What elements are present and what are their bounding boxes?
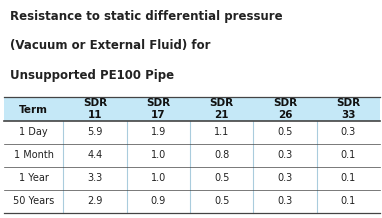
Text: 17: 17 — [151, 110, 166, 120]
Text: 0.3: 0.3 — [277, 173, 293, 183]
Text: (Vacuum or External Fluid) for: (Vacuum or External Fluid) for — [10, 39, 210, 52]
Text: 1 Day: 1 Day — [19, 127, 48, 137]
Text: 11: 11 — [88, 110, 102, 120]
Bar — [4, 97, 380, 121]
Text: Resistance to static differential pressure: Resistance to static differential pressu… — [10, 10, 282, 23]
Text: 0.3: 0.3 — [277, 196, 293, 206]
Text: 0.3: 0.3 — [277, 150, 293, 160]
Text: 21: 21 — [214, 110, 229, 120]
Text: 0.5: 0.5 — [277, 127, 293, 137]
Bar — [4, 144, 380, 167]
Text: 0.1: 0.1 — [341, 196, 356, 206]
Bar — [4, 167, 380, 190]
Text: 0.8: 0.8 — [214, 150, 229, 160]
Text: SDR: SDR — [146, 98, 170, 108]
Text: 1.0: 1.0 — [151, 173, 166, 183]
Text: Term: Term — [19, 106, 48, 116]
Text: 50 Years: 50 Years — [13, 196, 54, 206]
Text: 1.1: 1.1 — [214, 127, 229, 137]
Text: 1.9: 1.9 — [151, 127, 166, 137]
Bar — [4, 121, 380, 144]
Text: 33: 33 — [341, 110, 356, 120]
Bar — [4, 190, 380, 213]
Text: 26: 26 — [278, 110, 292, 120]
Text: 0.9: 0.9 — [151, 196, 166, 206]
Text: 5.9: 5.9 — [87, 127, 103, 137]
Text: SDR: SDR — [337, 98, 361, 108]
Text: 0.1: 0.1 — [341, 150, 356, 160]
Text: SDR: SDR — [83, 98, 107, 108]
Text: 0.5: 0.5 — [214, 196, 230, 206]
Text: 1 Year: 1 Year — [19, 173, 49, 183]
Text: 2.9: 2.9 — [87, 196, 103, 206]
Text: Unsupported PE100 Pipe: Unsupported PE100 Pipe — [10, 69, 174, 82]
Text: 4.4: 4.4 — [87, 150, 103, 160]
Text: 3.3: 3.3 — [87, 173, 103, 183]
Text: SDR: SDR — [210, 98, 234, 108]
Text: 0.3: 0.3 — [341, 127, 356, 137]
Text: 0.5: 0.5 — [214, 173, 230, 183]
Text: 1.0: 1.0 — [151, 150, 166, 160]
Text: 1 Month: 1 Month — [14, 150, 53, 160]
Text: SDR: SDR — [273, 98, 297, 108]
Text: 0.1: 0.1 — [341, 173, 356, 183]
